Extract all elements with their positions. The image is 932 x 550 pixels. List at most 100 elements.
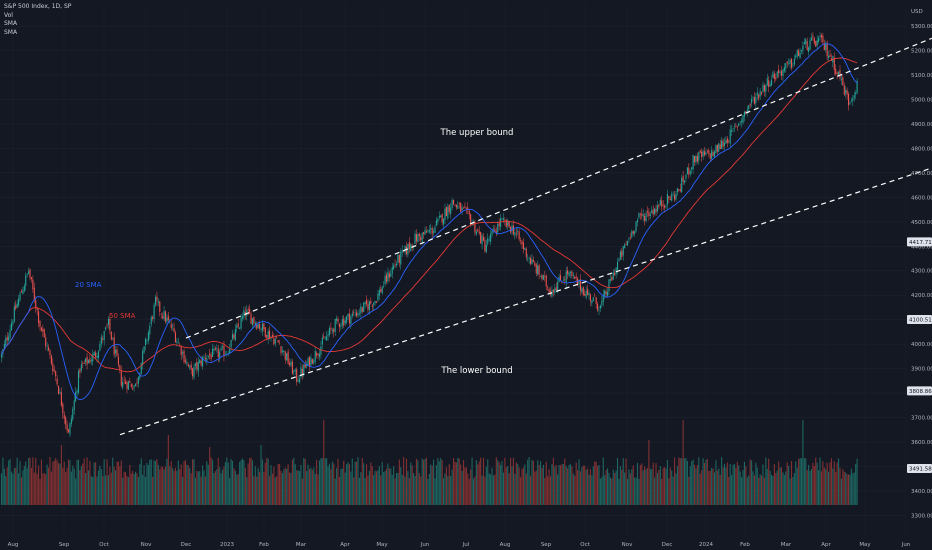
candle-body[interactable] (508, 221, 510, 227)
candle-body[interactable] (501, 218, 503, 220)
candle-body[interactable] (437, 218, 439, 222)
candle-body[interactable] (669, 198, 671, 201)
candle-body[interactable] (180, 346, 182, 356)
candle-body[interactable] (641, 213, 643, 216)
candle-body[interactable] (431, 228, 433, 234)
candle-body[interactable] (150, 317, 152, 325)
candle-body[interactable] (789, 59, 791, 64)
candle-body[interactable] (243, 309, 245, 318)
candle-body[interactable] (390, 273, 392, 277)
candle-body[interactable] (498, 222, 500, 226)
candle-body[interactable] (425, 231, 427, 233)
candle-body[interactable] (120, 371, 122, 386)
candle-body[interactable] (481, 235, 483, 245)
candle-body[interactable] (97, 351, 100, 359)
candle-body[interactable] (293, 370, 295, 373)
candle-body[interactable] (115, 349, 117, 354)
candle-body[interactable] (762, 84, 764, 93)
candle-body[interactable] (614, 273, 616, 276)
candle-body[interactable] (795, 55, 797, 58)
candle-body[interactable] (578, 279, 580, 285)
candle-body[interactable] (735, 125, 737, 126)
candle-body[interactable] (732, 128, 734, 129)
candle-body[interactable] (703, 151, 706, 156)
candle-body[interactable] (408, 241, 410, 250)
candle-body[interactable] (10, 323, 13, 331)
candle-body[interactable] (604, 290, 606, 297)
candle-body[interactable] (591, 300, 593, 304)
candle-body[interactable] (247, 309, 249, 311)
candle-body[interactable] (8, 336, 10, 341)
candle-body[interactable] (112, 338, 114, 340)
candle-body[interactable] (400, 251, 402, 265)
candle-body[interactable] (32, 279, 34, 290)
candle-body[interactable] (202, 357, 204, 367)
candle-body[interactable] (221, 346, 224, 348)
candle-body[interactable] (755, 96, 757, 104)
candle-body[interactable] (792, 65, 794, 66)
candle-body[interactable] (709, 153, 711, 159)
candle-body[interactable] (654, 208, 656, 215)
candle-body[interactable] (582, 287, 584, 296)
candle-body[interactable] (347, 313, 349, 317)
candle-body[interactable] (174, 332, 177, 343)
candle-body[interactable] (62, 403, 64, 414)
candle-body[interactable] (80, 364, 82, 371)
candle-body[interactable] (452, 199, 455, 205)
candle-body[interactable] (387, 271, 389, 282)
candle-body[interactable] (341, 319, 343, 326)
candle-body[interactable] (806, 41, 808, 51)
candle-body[interactable] (289, 363, 291, 366)
candle-body[interactable] (346, 316, 348, 323)
candle-body[interactable] (119, 364, 121, 370)
candle-body[interactable] (743, 111, 745, 117)
candle-body[interactable] (219, 351, 221, 358)
candle-body[interactable] (301, 368, 303, 375)
candle-body[interactable] (260, 329, 262, 330)
candle-body[interactable] (200, 360, 202, 366)
candle-body[interactable] (140, 362, 142, 375)
candle-body[interactable] (395, 263, 398, 266)
candle-body[interactable] (520, 240, 522, 241)
candle-body[interactable] (818, 37, 820, 42)
candle-body[interactable] (739, 121, 741, 123)
candle-body[interactable] (450, 208, 452, 214)
candle-body[interactable] (375, 301, 378, 303)
candle-body[interactable] (718, 143, 720, 152)
candle-body[interactable] (139, 373, 141, 379)
candle-body[interactable] (788, 63, 790, 64)
candle-body[interactable] (808, 47, 810, 52)
candle-body[interactable] (823, 42, 825, 51)
candle-body[interactable] (318, 353, 321, 357)
candle-body[interactable] (534, 262, 536, 266)
candle-body[interactable] (423, 232, 425, 234)
candle-body[interactable] (53, 369, 55, 372)
candle-body[interactable] (522, 242, 524, 250)
candle-body[interactable] (109, 318, 111, 331)
candle-body[interactable] (708, 150, 710, 154)
candle-body[interactable] (385, 274, 388, 282)
candle-body[interactable] (85, 358, 87, 363)
candle-body[interactable] (223, 345, 225, 357)
candle-body[interactable] (555, 287, 557, 291)
candle-body[interactable] (269, 330, 271, 339)
candle-body[interactable] (809, 40, 811, 50)
candle-body[interactable] (815, 41, 817, 47)
candle-body[interactable] (765, 84, 767, 92)
candle-body[interactable] (448, 204, 450, 212)
candle-body[interactable] (775, 77, 777, 80)
candle-body[interactable] (652, 209, 654, 215)
candle-body[interactable] (190, 364, 192, 370)
candle-body[interactable] (72, 408, 74, 420)
candle-body[interactable] (217, 348, 219, 358)
candle-body[interactable] (769, 84, 771, 87)
candle-body[interactable] (770, 79, 773, 86)
candle-body[interactable] (547, 286, 549, 288)
candle-body[interactable] (86, 356, 88, 365)
candle-body[interactable] (725, 139, 727, 144)
candle-body[interactable] (722, 140, 724, 147)
candle-body[interactable] (69, 423, 71, 435)
candle-body[interactable] (579, 279, 582, 291)
candle-body[interactable] (626, 241, 629, 246)
candle-body[interactable] (237, 323, 239, 327)
